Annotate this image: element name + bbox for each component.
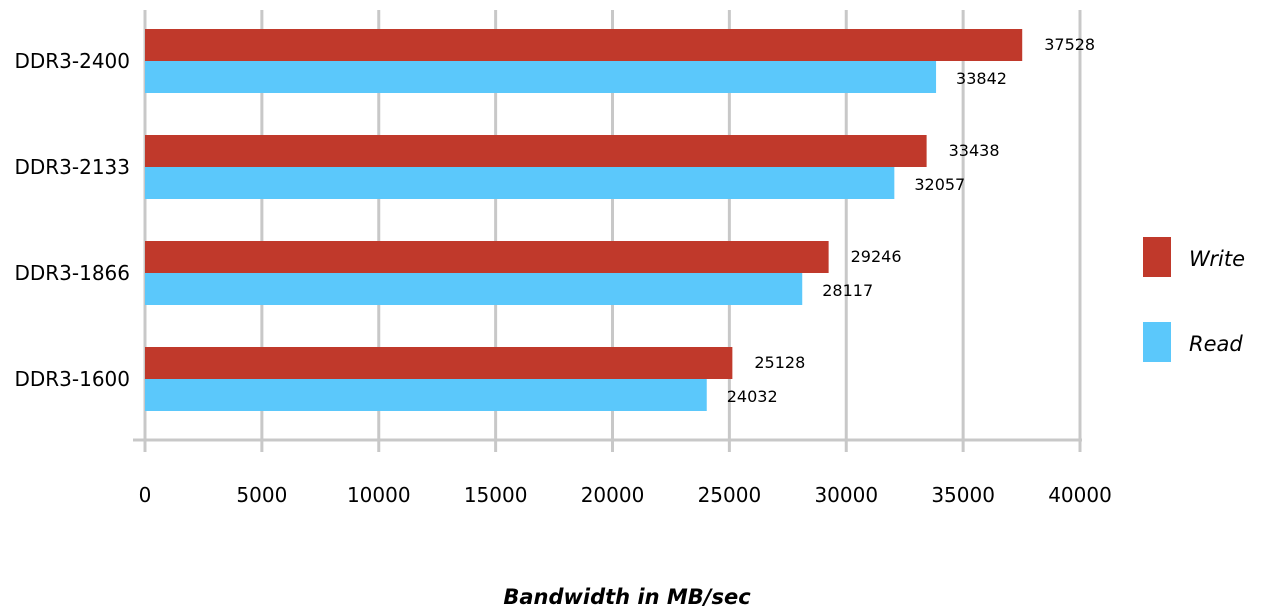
category-labels: DDR3-2400 DDR3-2133 DDR3-1866 DDR3-1600 [14, 49, 130, 391]
data-label-write-ddr3-2400: 37528 [1044, 35, 1095, 54]
category-label-ddr3-1600: DDR3-1600 [14, 367, 130, 391]
x-tick-label-35000: 35000 [931, 483, 995, 507]
x-tick-label-10000: 10000 [347, 483, 411, 507]
legend-swatch-write [1143, 237, 1171, 277]
bar-read-ddr3-1600 [145, 379, 707, 411]
legend: Write Read [1143, 237, 1245, 362]
data-label-read-ddr3-1866: 28117 [822, 281, 873, 300]
data-label-write-ddr3-1600: 25128 [754, 353, 805, 372]
x-axis-title: Bandwidth in MB/sec [503, 585, 751, 609]
x-tick-labels: 0 5000 10000 15000 20000 25000 30000 35000 40000 [139, 483, 1112, 507]
bar-write-ddr3-2133 [145, 135, 927, 167]
bar-read-ddr3-2400 [145, 61, 937, 93]
x-tick-label-40000: 40000 [1048, 483, 1112, 507]
legend-label-read: Read [1189, 332, 1243, 356]
x-tick-label-25000: 25000 [698, 483, 762, 507]
data-label-read-ddr3-1600: 24032 [727, 387, 778, 406]
category-label-ddr3-2133: DDR3-2133 [14, 155, 130, 179]
data-label-write-ddr3-2133: 33438 [949, 141, 1000, 160]
legend-swatch-read [1143, 322, 1171, 362]
bars [145, 29, 1023, 411]
x-tick-label-5000: 5000 [236, 483, 287, 507]
legend-label-write: Write [1189, 247, 1245, 271]
bar-write-ddr3-2400 [145, 29, 1023, 61]
bar-write-ddr3-1600 [145, 347, 733, 379]
category-label-ddr3-1866: DDR3-1866 [14, 261, 130, 285]
data-labels: 37528 33842 33438 32057 29246 28117 25128 24032 [727, 35, 1095, 406]
data-label-read-ddr3-2400: 33842 [956, 69, 1007, 88]
data-label-write-ddr3-1866: 29246 [851, 247, 902, 266]
x-tick-label-15000: 15000 [464, 483, 528, 507]
x-tick-label-30000: 30000 [814, 483, 878, 507]
bar-read-ddr3-1866 [145, 273, 803, 305]
data-label-read-ddr3-2133: 32057 [914, 175, 965, 194]
category-label-ddr3-2400: DDR3-2400 [14, 49, 130, 73]
bar-read-ddr3-2133 [145, 167, 895, 199]
x-tick-label-20000: 20000 [581, 483, 645, 507]
x-tick-label-0: 0 [139, 483, 152, 507]
bar-write-ddr3-1866 [145, 241, 829, 273]
